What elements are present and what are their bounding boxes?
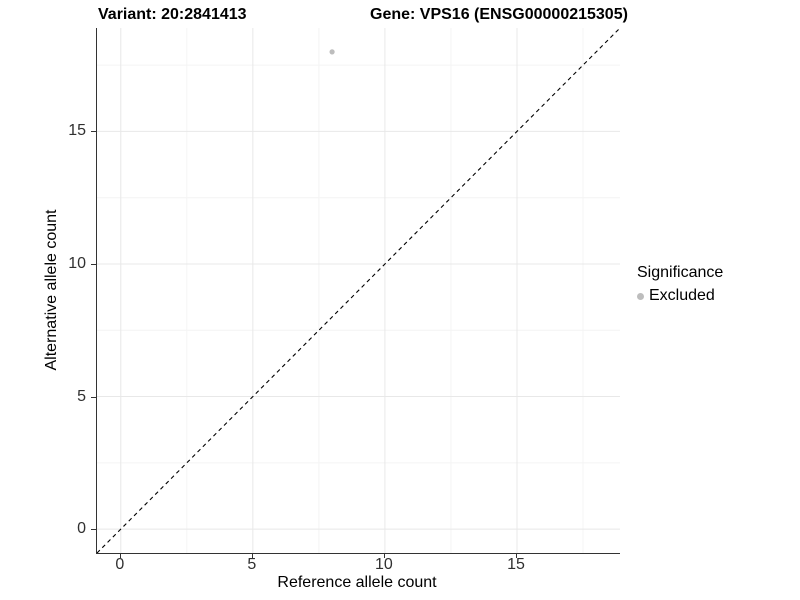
data-point-excluded: [329, 49, 335, 55]
y-tick-mark: [91, 131, 96, 133]
legend-entry-excluded: Excluded: [637, 287, 723, 305]
x-tick-label: 10: [375, 556, 393, 573]
y-tick-label: 15: [68, 122, 86, 140]
y-tick-mark: [91, 396, 96, 398]
scatter-plot-canvas: [97, 28, 620, 553]
plot-title-variant: Variant: 20:2841413: [98, 6, 247, 23]
excluded-point-icon: [637, 292, 644, 300]
x-tick-label: 5: [247, 556, 257, 573]
legend: Significance Excluded: [637, 264, 723, 305]
plot-title-gene: Gene: VPS16 (ENSG00000215305): [370, 6, 628, 23]
y-tick-label: 10: [68, 254, 86, 272]
x-tick-mark: [383, 553, 385, 558]
x-tick-label: 0: [115, 556, 125, 573]
y-tick-mark: [91, 263, 96, 265]
x-tick-label: 15: [507, 556, 525, 573]
y-axis-title: Alternative allele count: [43, 209, 60, 371]
x-tick-mark: [119, 553, 121, 558]
x-tick-mark: [251, 553, 253, 558]
identity-reference-line: [97, 28, 620, 553]
y-tick-label: 0: [77, 520, 86, 538]
y-tick-label: 5: [77, 387, 86, 405]
y-tick-mark: [91, 529, 96, 531]
x-axis-title: Reference allele count: [277, 574, 437, 591]
plot-panel: [96, 28, 620, 554]
x-tick-mark: [515, 553, 517, 558]
legend-entry-label: Excluded: [649, 287, 715, 304]
legend-title: Significance: [637, 264, 724, 281]
